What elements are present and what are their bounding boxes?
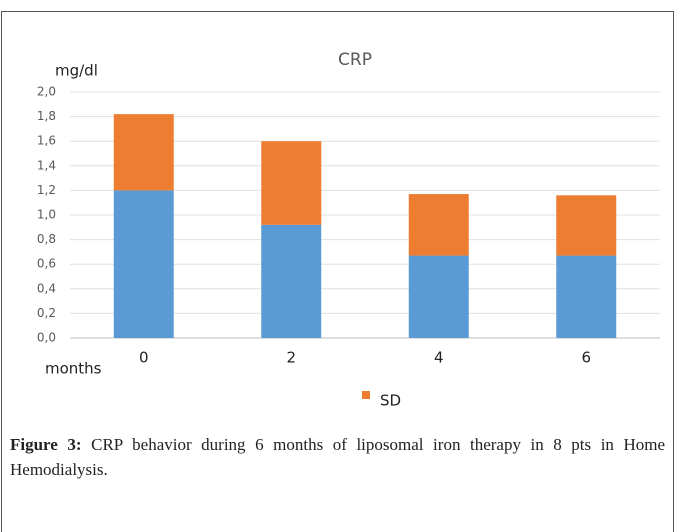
bar-segment [261,141,322,225]
bar-segment [556,195,617,256]
y-axis-label: mg/dl [55,62,98,80]
x-tick-label: 2 [286,349,296,367]
x-tick-label: 6 [581,349,591,367]
y-tick-label: 0,2 [37,306,56,320]
y-tick-label: 0,4 [37,281,56,295]
x-tick-label: 0 [139,349,149,367]
y-tick-label: 1,6 [37,134,56,148]
x-tick-label: 4 [434,349,444,367]
bar-segment [261,224,322,338]
y-tick-label: 0,8 [37,232,56,246]
caption-text: CRP behavior during 6 months of liposoma… [10,435,666,479]
figure-frame [1,11,674,532]
y-tick-label: 0,0 [37,331,56,345]
bar-segment [408,194,469,256]
bar-segment [113,114,174,191]
y-tick-label: 2,0 [37,85,56,99]
y-tick-label: 0,6 [37,257,56,271]
y-tick-label: 1,0 [37,208,56,222]
x-axis-label: months [45,360,102,378]
y-tick-label: 1,8 [37,109,56,123]
bar-segment [113,190,174,338]
bar-segment [556,255,617,338]
chart-title: CRP [338,50,372,70]
caption-label: Figure 3: [10,435,82,454]
y-tick-label: 1,4 [37,158,56,172]
legend-swatch [362,391,370,399]
caption: Figure 3: CRP behavior during 6 months o… [10,432,665,482]
legend-label: SD [380,392,401,410]
chart: CRP mg/dl months 0,0 0,2 0,4 0,6 0,8 1,0 1,2 1,… [37,50,660,410]
y-tick-label: 1,2 [37,183,56,197]
bar-segment [408,255,469,338]
